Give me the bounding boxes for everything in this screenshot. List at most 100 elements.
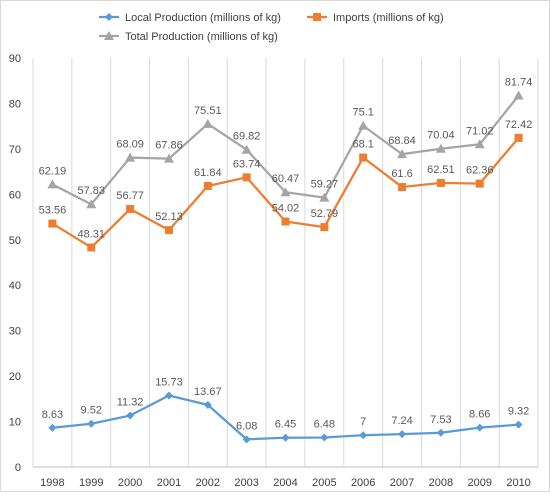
data-label: 68.1 [352,139,373,151]
data-point [105,13,113,21]
data-label: 53.56 [39,205,67,217]
x-tick-label: 1998 [40,477,64,489]
data-label: 71.02 [466,125,494,137]
data-label: 72.42 [505,119,533,131]
data-point [87,243,96,252]
data-label: 13.67 [194,386,222,398]
data-point [126,411,135,420]
data-label: 67.86 [155,140,183,152]
data-point [320,223,329,232]
y-tick-label: 30 [9,326,21,338]
legend-label: Imports (millions of kg) [333,12,444,24]
data-label: 9.52 [81,405,102,417]
data-label: 6.48 [314,419,335,431]
y-tick-label: 90 [9,53,21,65]
data-label: 52.13 [155,211,183,223]
data-point [474,139,485,149]
series-group [47,90,524,444]
legend-item: Local Production (millions of kg) [99,12,281,24]
x-tick-label: 2005 [312,477,336,489]
data-point [242,173,251,182]
data-label: 8.66 [469,409,490,421]
data-point [514,133,523,142]
legend-item: Imports (millions of kg) [307,12,444,24]
y-tick-label: 70 [9,144,21,156]
data-point [513,90,524,100]
data-label: 7.53 [430,414,451,426]
data-label: 62.36 [466,165,494,177]
legend: Local Production (millions of kg) Imports… [99,12,444,43]
data-point [47,179,58,189]
data-label: 6.45 [275,419,296,431]
data-point [281,433,290,442]
data-label: 48.31 [78,228,106,240]
data-point [514,420,523,429]
series-0 [48,391,523,444]
legend-label: Local Production (millions of kg) [125,12,281,24]
data-label: 7.24 [391,415,412,427]
data-point [280,187,291,197]
data-label: 68.84 [388,135,416,147]
data-label: 63.74 [233,158,261,170]
data-point [126,205,135,214]
data-point [319,192,330,202]
x-tick-label: 2001 [157,477,181,489]
data-labels: 8.63 9.52 11.32 15.73 13.67 6.08 6.45 6.48 7 7.24… [39,77,533,433]
data-label: 61.84 [194,167,222,179]
x-tick-label: 2010 [506,477,530,489]
data-label: 61.6 [391,168,412,180]
data-point [435,143,446,153]
data-label: 6.08 [236,420,257,432]
data-point [241,144,252,154]
data-label: 57.83 [78,185,106,197]
y-tick-label: 60 [9,189,21,201]
data-point [125,152,136,162]
data-point [203,181,212,190]
data-label: 7 [360,416,366,428]
data-point [163,153,174,163]
data-point [164,391,173,400]
x-tick-label: 2007 [390,477,414,489]
x-tick-label: 2008 [429,477,453,489]
x-tick-label: 2002 [196,477,220,489]
y-tick-label: 80 [9,98,21,110]
data-point [242,435,251,444]
y-tick-label: 0 [15,462,21,474]
data-point [48,219,57,228]
data-point [359,153,368,162]
data-label: 59.27 [311,179,339,191]
data-point [313,13,321,21]
data-label: 81.74 [505,77,533,89]
data-point [164,226,173,235]
data-label: 8.63 [42,409,63,421]
data-point [202,118,213,128]
data-point [203,400,212,409]
y-tick-label: 50 [9,235,21,247]
data-point [398,183,407,192]
data-label: 75.1 [352,107,373,119]
data-point [281,217,290,226]
data-point [397,149,408,159]
y-tick-label: 10 [9,417,21,429]
data-label: 68.09 [116,139,144,151]
data-label: 60.47 [272,173,300,185]
grid [32,58,539,467]
axes: 0 10 20 30 40 50 60 70 80 90 1998 1999 2000 2001 2002 2… [9,53,538,489]
data-point [436,178,445,187]
data-point [436,428,445,437]
data-label: 52.79 [311,208,339,220]
series-1 [48,133,523,252]
data-point [104,31,114,40]
data-point [358,120,369,130]
data-point [48,423,57,432]
data-label: 11.32 [117,397,144,409]
y-tick-label: 20 [9,371,21,383]
data-point [359,431,368,440]
y-tick-label: 40 [9,280,21,292]
data-point [475,179,484,188]
data-label: 62.51 [427,164,455,176]
data-point [87,419,96,428]
data-label: 69.82 [233,131,261,143]
